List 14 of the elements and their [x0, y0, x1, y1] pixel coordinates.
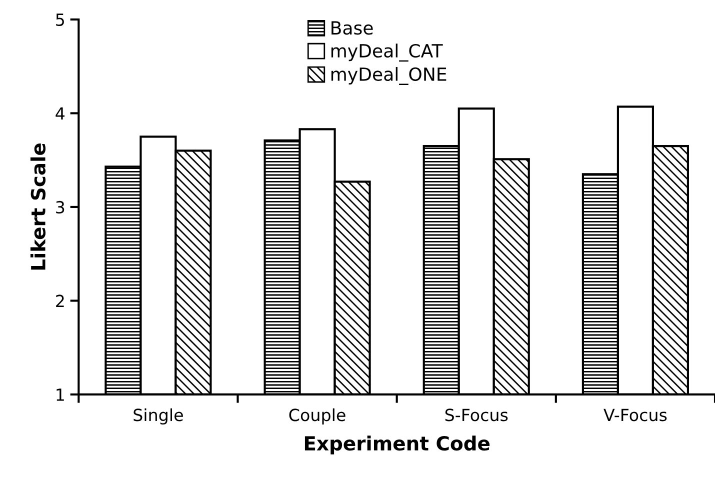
x-axis-title: Experiment Code: [304, 436, 490, 454]
legend-label: Base: [332, 21, 373, 35]
y-tick-label: 5: [56, 14, 64, 26]
x-tick-label: S-Focus: [445, 408, 508, 422]
x-tick-label: Couple: [289, 408, 346, 424]
y-axis-title: Likert Scale: [30, 144, 46, 270]
x-tick-label: V-Focus: [604, 408, 667, 422]
legend-label: myDeal_CAT: [331, 44, 443, 62]
y-tick-label: 3: [56, 200, 64, 214]
x-tick-label: Single: [134, 408, 183, 424]
y-tick-label: 1: [56, 388, 64, 401]
legend-label: myDeal_ONE: [331, 67, 446, 85]
y-tick-label: 2: [56, 294, 64, 308]
y-tick-label: 4: [56, 107, 65, 120]
